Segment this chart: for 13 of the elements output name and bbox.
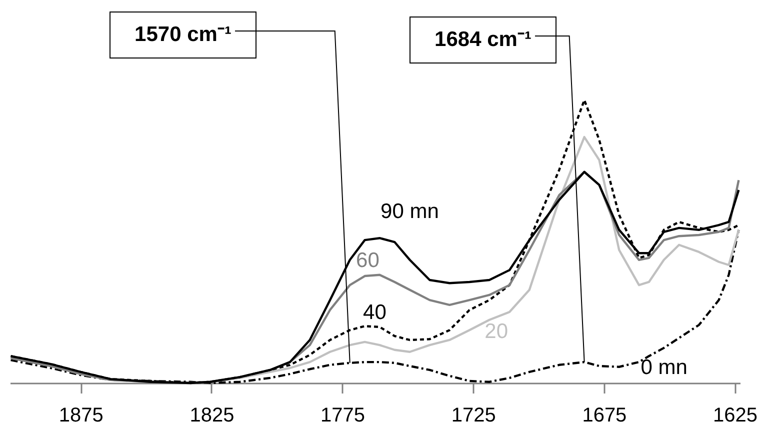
series-label: 0 mn <box>640 356 688 380</box>
series-label: 20 <box>484 320 508 343</box>
x-tick-label: 1775 <box>320 404 366 426</box>
x-tick-label: 1875 <box>58 404 104 426</box>
series-label: 60 <box>356 248 380 272</box>
annotation: 1684 cm⁻¹ <box>434 28 532 51</box>
annotation: 1570 cm⁻¹ <box>134 23 232 46</box>
series-label: 90 mn <box>380 200 439 224</box>
series-label: 40 <box>363 300 386 324</box>
x-tick-label: 1625 <box>713 404 758 426</box>
x-tick-label: 1825 <box>190 404 234 426</box>
x-tick-label: 1725 <box>451 404 496 426</box>
x-tick-label: 1675 <box>582 404 627 426</box>
